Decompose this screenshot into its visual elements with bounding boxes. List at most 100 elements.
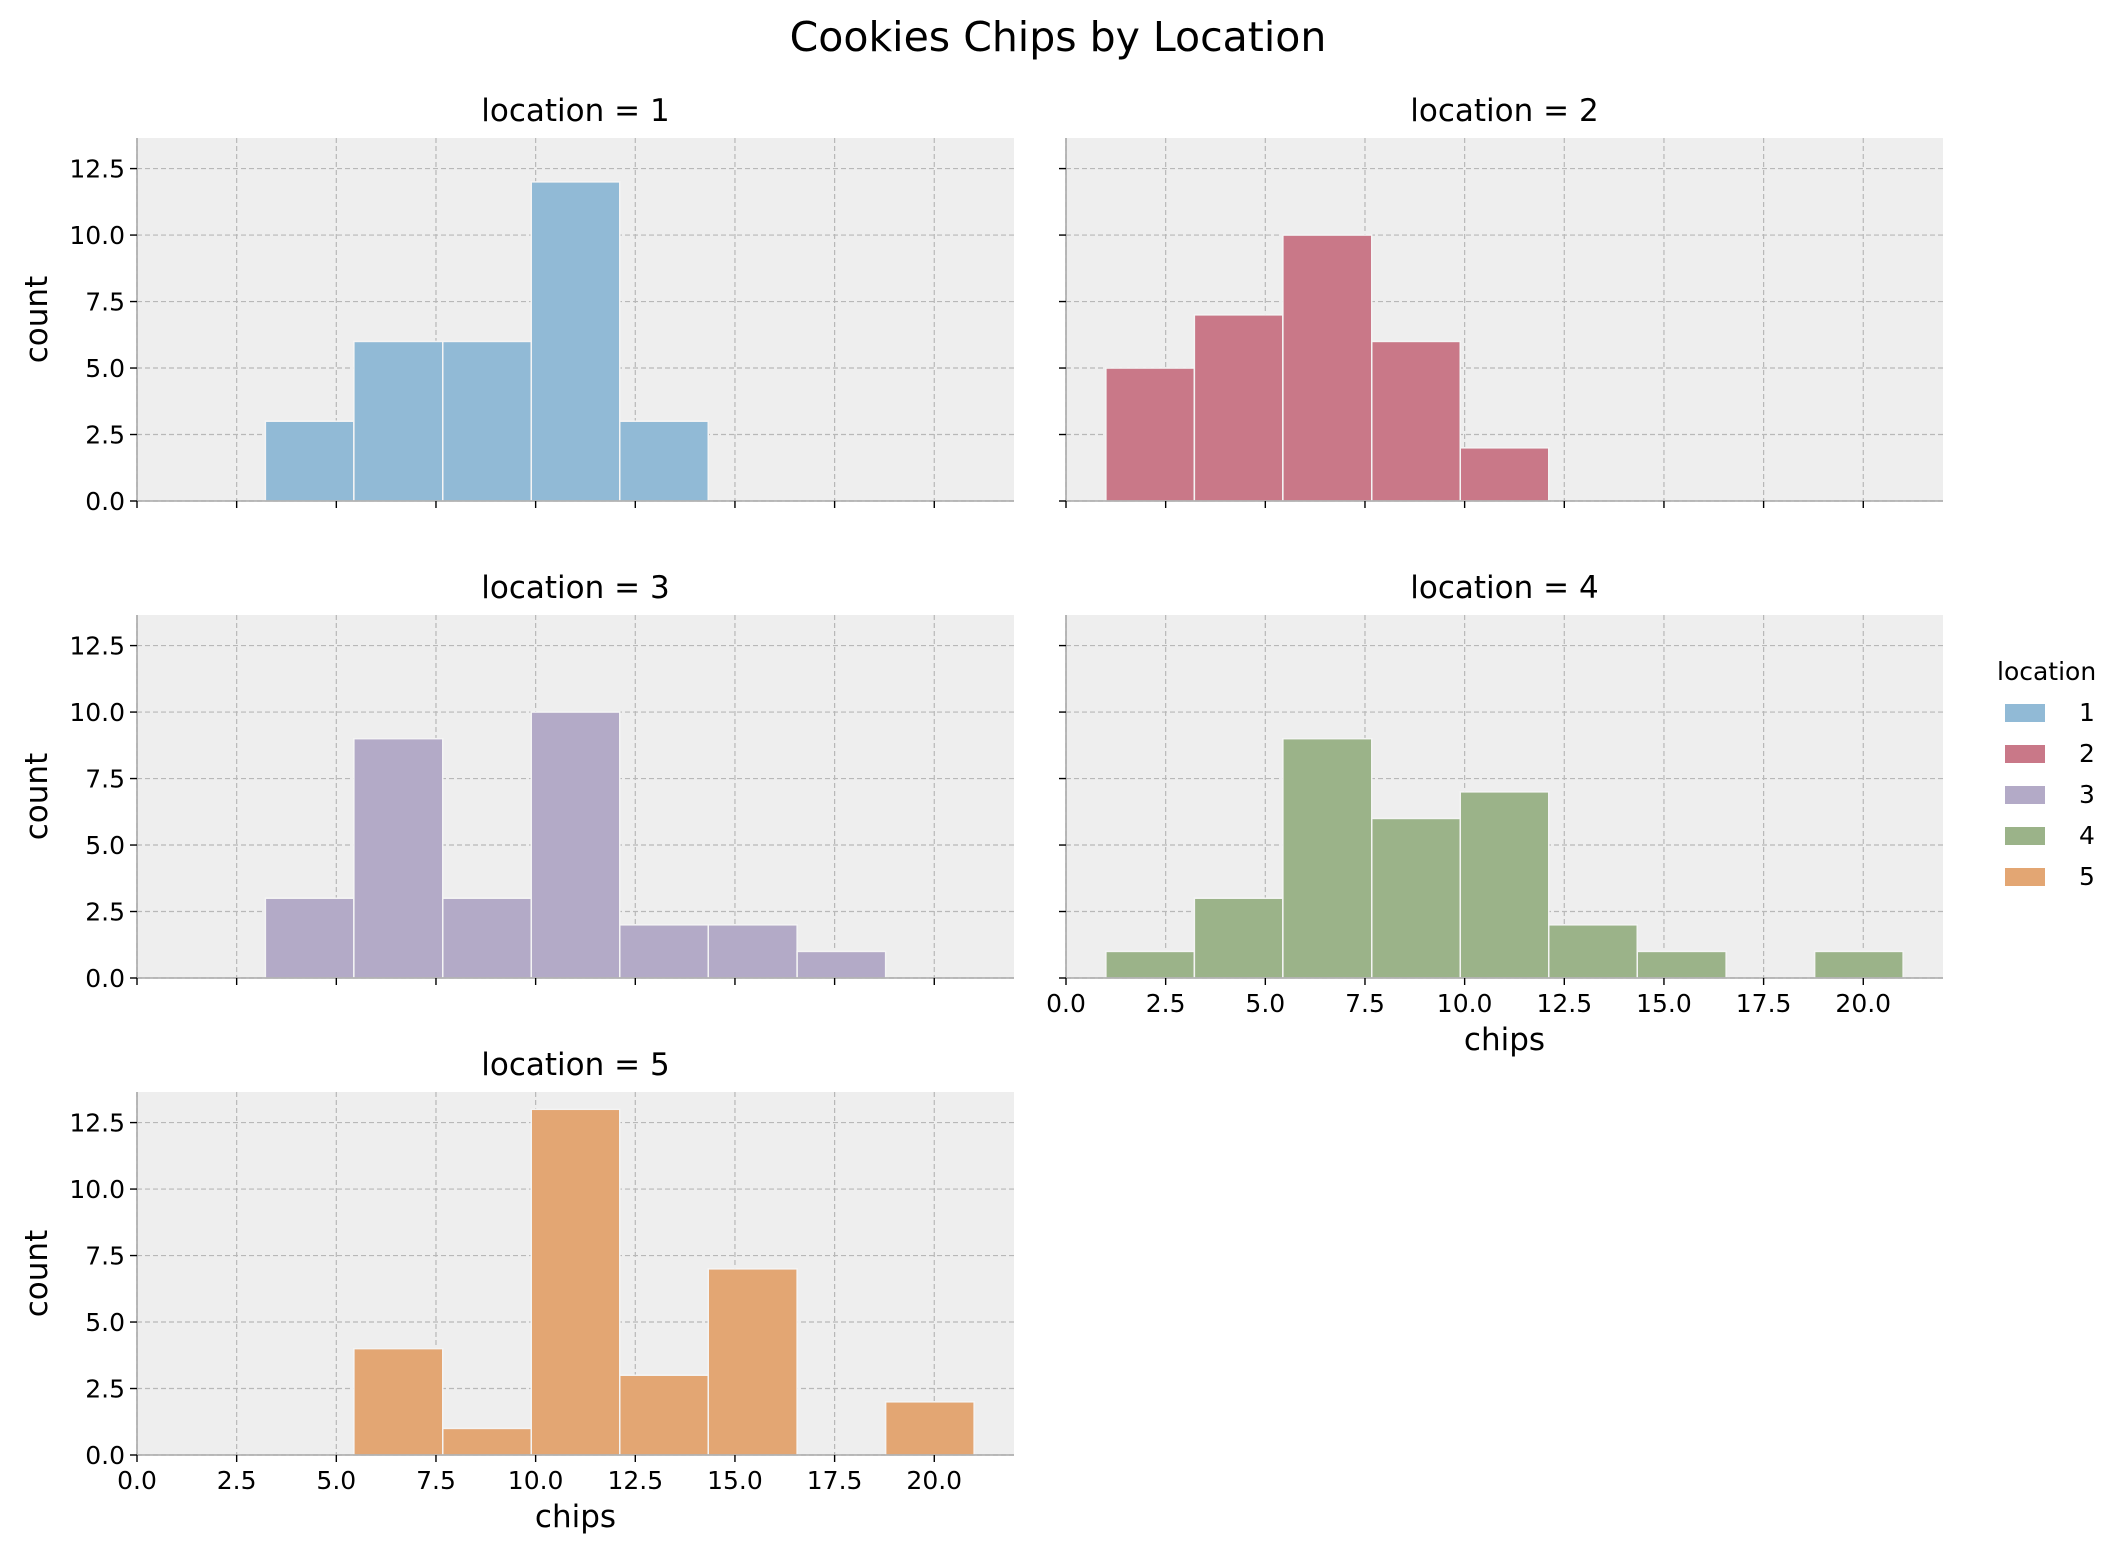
y-axis-title: count xyxy=(19,753,55,840)
x-tick-label: 12.5 xyxy=(607,1466,663,1495)
y-tick-label: 2.5 xyxy=(85,421,125,450)
histogram-bar xyxy=(1371,817,1462,979)
histogram-bar xyxy=(442,1427,533,1456)
legend-swatch xyxy=(2005,745,2045,763)
y-tick-label: 7.5 xyxy=(85,1242,125,1271)
legend-title: location xyxy=(1997,657,2096,686)
y-tick-label: 0.0 xyxy=(85,487,125,516)
legend-item-3: 3 xyxy=(2005,780,2095,809)
histogram-bar xyxy=(618,1374,709,1456)
x-tick-label: 15.0 xyxy=(707,1466,763,1495)
histogram-bar xyxy=(264,420,355,502)
x-tick-label: 5.0 xyxy=(1245,989,1285,1018)
panel-location-2: location = 2 xyxy=(1059,93,1943,508)
histogram-bar xyxy=(1371,340,1462,502)
legend-label: 5 xyxy=(2079,862,2095,891)
x-tick-label: 17.5 xyxy=(1736,989,1792,1018)
x-tick-label: 12.5 xyxy=(1536,989,1592,1018)
histogram-bar xyxy=(707,1268,798,1456)
histogram-bar xyxy=(1105,950,1196,979)
y-tick-label: 10.0 xyxy=(69,221,125,250)
histogram-bar xyxy=(353,737,444,979)
legend-item-5: 5 xyxy=(2005,862,2095,891)
panel-title: location = 3 xyxy=(481,570,669,606)
x-axis-title: chips xyxy=(535,1499,616,1535)
legend-label: 1 xyxy=(2079,698,2095,727)
y-tick-label: 7.5 xyxy=(85,288,125,317)
legend-item-2: 2 xyxy=(2005,739,2095,768)
histogram-bar xyxy=(618,924,709,979)
histogram-bar xyxy=(530,711,621,979)
facet-panels: 0.0 2.5 5.0 7.5 10.0 12.5 count location = 1 loc… xyxy=(19,93,1943,1535)
panel-title: location = 5 xyxy=(481,1047,669,1083)
histogram-bar xyxy=(1282,737,1373,979)
legend-swatch xyxy=(2005,868,2045,886)
histogram-bar xyxy=(1813,950,1904,979)
y-axis-title: count xyxy=(19,276,55,363)
legend-label: 3 xyxy=(2079,780,2095,809)
histogram-bar xyxy=(1282,234,1373,502)
histogram-bar xyxy=(353,340,444,502)
histogram-bar xyxy=(618,420,709,502)
y-tick-label: 12.5 xyxy=(69,155,125,184)
y-tick-label: 5.0 xyxy=(85,354,125,383)
x-tick-label: 0.0 xyxy=(117,1466,157,1495)
y-tick-label: 12.5 xyxy=(69,632,125,661)
panel-location-3: 0.0 2.5 5.0 7.5 10.0 12.5 count location = 3 xyxy=(19,570,1014,993)
x-tick-label: 7.5 xyxy=(416,1466,456,1495)
x-tick-label: 2.5 xyxy=(217,1466,257,1495)
y-tick-label: 5.0 xyxy=(85,831,125,860)
histogram-bar xyxy=(1547,924,1638,979)
x-tick-label: 17.5 xyxy=(807,1466,863,1495)
histogram-bar xyxy=(707,924,798,979)
y-tick-label: 7.5 xyxy=(85,765,125,794)
legend-swatch xyxy=(2005,704,2045,722)
histogram-bar xyxy=(353,1347,444,1456)
histogram-bar xyxy=(442,340,533,502)
legend-swatch xyxy=(2005,786,2045,804)
histogram-bar xyxy=(1193,897,1284,979)
legend-item-4: 4 xyxy=(2005,821,2095,850)
x-tick-label: 20.0 xyxy=(906,1466,962,1495)
x-tick-label: 0.0 xyxy=(1046,989,1086,1018)
histogram-bar xyxy=(530,181,621,502)
legend-item-1: 1 xyxy=(2005,698,2095,727)
x-tick-label: 10.0 xyxy=(508,1466,564,1495)
legend-label: 4 xyxy=(2079,821,2095,850)
histogram-bar xyxy=(264,897,355,979)
panel-location-4: 0.0 2.5 5.0 7.5 10.0 12.5 15.0 17.5 20.0 chips loc… xyxy=(1046,570,1943,1058)
y-tick-label: 10.0 xyxy=(69,698,125,727)
y-tick-label: 0.0 xyxy=(85,964,125,993)
panel-title: location = 1 xyxy=(481,93,669,129)
histogram-bar xyxy=(1193,314,1284,502)
histogram-bar xyxy=(796,950,887,979)
y-tick-label: 0.0 xyxy=(85,1441,125,1470)
x-tick-label: 20.0 xyxy=(1835,989,1891,1018)
legend-label: 2 xyxy=(2079,739,2095,768)
x-tick-label: 2.5 xyxy=(1146,989,1186,1018)
histogram-bar xyxy=(530,1108,621,1456)
y-tick-label: 2.5 xyxy=(85,1375,125,1404)
legend: location 1 2 3 4 5 xyxy=(1997,657,2096,891)
histogram-bar xyxy=(442,897,533,979)
x-tick-label: 15.0 xyxy=(1636,989,1692,1018)
histogram-bar xyxy=(1105,367,1196,502)
y-tick-label: 2.5 xyxy=(85,898,125,927)
x-axis-title: chips xyxy=(1464,1022,1545,1058)
y-tick-label: 5.0 xyxy=(85,1308,125,1337)
panel-location-5: 0.0 2.5 5.0 7.5 10.0 12.5 count 0.0 2.5 5.0 7.5 10.… xyxy=(19,1047,1014,1535)
histogram-bar xyxy=(1636,950,1727,979)
histogram-bar xyxy=(1459,447,1550,502)
x-tick-label: 7.5 xyxy=(1345,989,1385,1018)
y-tick-label: 10.0 xyxy=(69,1175,125,1204)
figure-title: Cookies Chips by Location xyxy=(790,13,1327,61)
legend-swatch xyxy=(2005,827,2045,845)
y-tick-label: 12.5 xyxy=(69,1109,125,1138)
panel-title: location = 4 xyxy=(1410,570,1598,606)
panel-location-1: 0.0 2.5 5.0 7.5 10.0 12.5 count location = 1 xyxy=(19,93,1014,516)
y-axis-title: count xyxy=(19,1230,55,1317)
panel-title: location = 2 xyxy=(1410,93,1598,129)
histogram-bar xyxy=(1459,791,1550,979)
x-tick-label: 5.0 xyxy=(316,1466,356,1495)
